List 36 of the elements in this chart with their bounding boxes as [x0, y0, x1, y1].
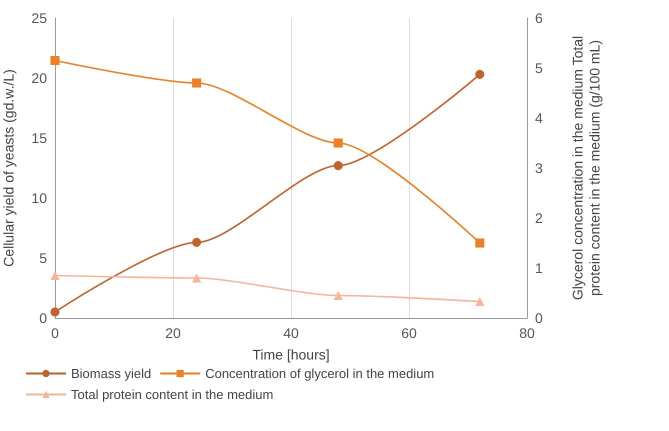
point [475, 238, 484, 248]
y2-axis-title: Glycerol concentration in the medium Total protein content in the medium (g/100 mL) [570, 36, 602, 300]
y-tick-label: 10 [31, 190, 48, 206]
y2-tick-label: 6 [535, 10, 543, 26]
y-axis-title: Cellular yield of yeasts (gd.w./L) [0, 69, 16, 267]
y2-tick-label: 0 [535, 310, 543, 326]
point [334, 138, 343, 148]
x-axis-title: Time [hours] [252, 346, 330, 362]
legend-label: Total protein content in the medium [71, 387, 274, 402]
point [50, 271, 60, 280]
x-tick-label: 0 [51, 325, 60, 341]
point [475, 70, 484, 79]
x-tick-label: 20 [165, 325, 181, 341]
y-tick-label: 25 [31, 10, 48, 26]
point [475, 297, 484, 306]
y2-tick-label: 2 [535, 210, 543, 226]
x-tick-label: 60 [401, 325, 417, 341]
point [192, 78, 202, 88]
y2-tick-label: 1 [535, 260, 543, 276]
y2-tick-label: 5 [535, 60, 543, 76]
point [334, 161, 343, 170]
y2-tick-label: 3 [535, 160, 543, 176]
point [50, 56, 60, 65]
y-tick-label: 15 [31, 130, 48, 146]
x-tick-label: 40 [283, 325, 299, 341]
point [50, 308, 60, 316]
y2-tick-label: 4 [535, 110, 543, 126]
point [192, 238, 202, 247]
x-tick-label: 80 [519, 325, 535, 341]
point [334, 291, 343, 300]
y-tick-label: 5 [39, 250, 48, 266]
y-tick-label: 20 [31, 70, 48, 86]
y-tick-label: 0 [39, 310, 48, 326]
point [192, 274, 202, 282]
legend-label: Biomass yield [71, 366, 152, 381]
legend-label: Concentration of glycerol in the medium [205, 366, 434, 381]
